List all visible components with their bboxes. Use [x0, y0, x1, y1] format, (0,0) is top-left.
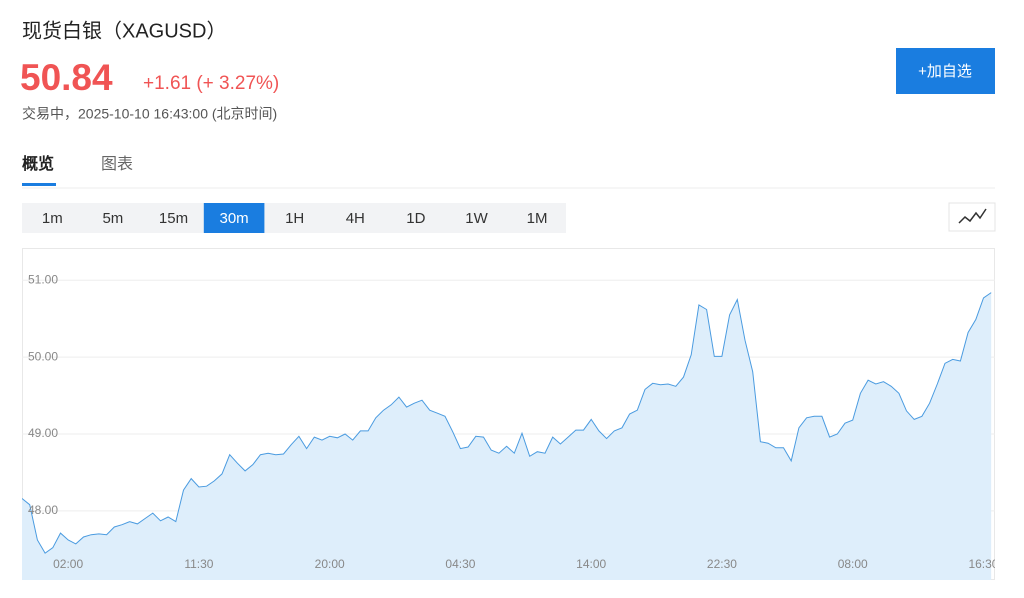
- period-label: 1D: [406, 210, 425, 227]
- icon-box: [948, 202, 996, 232]
- icon: [958, 208, 987, 224]
- period-button[interactable]: 1W: [465, 210, 488, 227]
- y-tick-label: 50.00: [28, 349, 58, 363]
- tab-label: 图表: [101, 155, 133, 173]
- period-button[interactable]: 5m: [102, 210, 123, 227]
- status: 交易中，2025-10-10 16:43:00 (北京时间): [22, 106, 277, 122]
- y-tick-label: 48.00: [28, 503, 58, 517]
- period-active-bg: [203, 203, 265, 233]
- period-label: 1H: [285, 210, 304, 227]
- period-button[interactable]: 1m: [42, 210, 63, 227]
- period-label: 1W: [465, 210, 488, 227]
- button-bg: [896, 48, 995, 94]
- period-label: 5m: [102, 210, 123, 227]
- period-button[interactable]: 30m: [203, 203, 265, 233]
- tab-label: 概览: [22, 154, 54, 173]
- period-label: 4H: [346, 210, 365, 227]
- tabs: 概览 图表: [22, 154, 133, 186]
- tab-underline: [22, 183, 56, 186]
- period-button[interactable]: 15m: [159, 210, 188, 227]
- chart-style-button[interactable]: [948, 202, 996, 232]
- x-tick-label: 11:30: [184, 557, 213, 571]
- period-button[interactable]: 1D: [406, 210, 425, 227]
- period-label: 15m: [159, 210, 188, 227]
- add-watchlist-button[interactable]: +加自选: [896, 48, 995, 94]
- area-fill: [22, 292, 992, 580]
- period-button[interactable]: 4H: [346, 210, 365, 227]
- tab[interactable]: 图表: [101, 155, 133, 173]
- tab[interactable]: 概览: [22, 154, 56, 186]
- price: 50.84: [20, 57, 113, 98]
- period-bar: [22, 203, 566, 233]
- x-tick-label: 14:00: [576, 557, 606, 571]
- x-tick-label: 16:30: [968, 557, 998, 571]
- price-change: +1.61 (+ 3.27%): [143, 73, 279, 94]
- x-tick-label: 20:00: [315, 557, 345, 571]
- y-tick-label: 49.00: [28, 426, 58, 440]
- x-tick-label: 08:00: [838, 557, 868, 571]
- x-tick-label: 02:00: [53, 557, 83, 571]
- period-label: 1m: [42, 210, 63, 227]
- title: 现货白银（XAGUSD）: [22, 19, 226, 42]
- periods: 1m 5m 15m 30m 1H 4H 1D 1W 1M: [42, 203, 548, 233]
- x-tick-label: 04:30: [445, 557, 475, 571]
- period-button[interactable]: 1M: [527, 210, 548, 227]
- period-label: 1M: [527, 210, 548, 227]
- button-label: +加自选: [918, 63, 972, 80]
- period-button[interactable]: 1H: [285, 210, 304, 227]
- y-tick-label: 51.00: [28, 272, 58, 286]
- x-tick-label: 22:30: [707, 557, 737, 571]
- chart: 48.00 49.00 50.00 51.00 02:00 11:30 20:00 04:30…: [22, 248, 998, 580]
- price-line: [22, 292, 992, 554]
- period-label: 30m: [220, 210, 249, 227]
